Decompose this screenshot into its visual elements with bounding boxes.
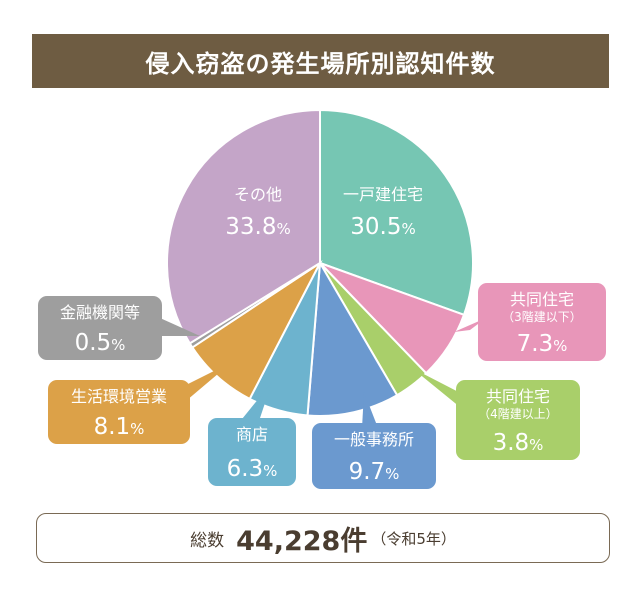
total-label: 総数 <box>190 530 225 551</box>
callout-box <box>478 283 606 361</box>
total-note: （令和5年） <box>371 529 456 548</box>
total-value: 44,228件 <box>236 525 368 557</box>
callout-pointer <box>238 382 272 424</box>
pie-slice <box>306 259 399 417</box>
callout-box <box>456 380 580 460</box>
slice-value: 3.8% <box>493 430 544 456</box>
slice-label: 共同住宅 <box>510 290 574 309</box>
callout-box <box>48 380 190 444</box>
slice-label: 商店 <box>236 425 268 444</box>
slice-label: 一般事務所 <box>334 430 414 449</box>
chart-title: 侵入窃盗の発生場所別認知件数 <box>32 34 609 88</box>
callout-pointer <box>362 392 378 428</box>
callout-pointer <box>180 362 232 406</box>
slice-label: 金融機関等 <box>60 303 140 322</box>
callout-box <box>312 423 436 489</box>
slice-label: 生活環境営業 <box>71 387 167 406</box>
slice-sublabel: （3階建以下） <box>502 309 582 324</box>
slice-sublabel: （4階建以上） <box>478 406 558 421</box>
callout-box <box>208 418 296 486</box>
slice-label: 共同住宅 <box>486 387 550 406</box>
pie-slice <box>166 108 321 345</box>
slice-label: 一戸建住宅 <box>343 185 423 204</box>
callout-pointer <box>160 318 200 336</box>
callout-box <box>38 296 162 360</box>
slice-value: 30.5% <box>350 214 415 240</box>
slice-label: その他 <box>234 185 282 204</box>
slice-value: 0.5% <box>75 330 126 356</box>
pie-slice <box>319 108 474 317</box>
total-box: 総数 44,228件 （令和5年） <box>36 513 610 563</box>
